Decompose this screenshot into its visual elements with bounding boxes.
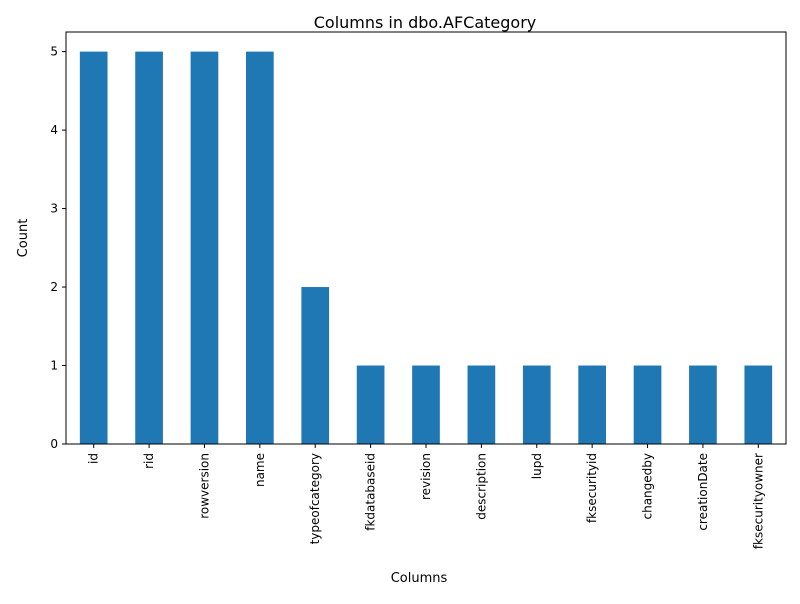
bar-changedby xyxy=(633,365,662,444)
bar-id xyxy=(79,51,108,444)
y-tick-label: 3 xyxy=(50,202,58,216)
y-tick-label: 4 xyxy=(50,123,58,137)
plot-frame xyxy=(65,31,787,445)
x-tick-label: rid xyxy=(142,453,156,469)
y-axis: 0 1 2 3 4 5 xyxy=(50,45,66,451)
x-tick-label: rowversion xyxy=(197,453,211,519)
x-tick-label: id xyxy=(87,453,101,464)
bar-fksecurityowner xyxy=(744,365,773,444)
bar-revision xyxy=(412,365,440,444)
x-tick-label: revision xyxy=(419,453,433,500)
x-tick-label: lupd xyxy=(530,453,544,479)
bar-lupd xyxy=(522,365,551,444)
bar-fkdatabaseid xyxy=(356,365,385,444)
bar-rowversion xyxy=(190,51,219,444)
x-tick-label: typeofcategory xyxy=(308,453,322,544)
x-tick-label: creationDate xyxy=(696,453,710,531)
bar-rid xyxy=(135,51,163,444)
bar-fksecurityid xyxy=(578,365,606,444)
x-tick-label: description xyxy=(474,453,488,520)
x-axis-label: Columns xyxy=(391,571,448,586)
x-tick-label: fksecurityowner xyxy=(751,453,765,549)
y-axis-label: Count xyxy=(16,219,31,258)
bars-group xyxy=(79,51,773,444)
x-axis: id rid rowversion name typeofcategory fkdatab… xyxy=(87,444,765,549)
bar-description xyxy=(467,365,496,444)
x-tick-label: fkdatabaseid xyxy=(364,453,378,531)
y-tick-label: 5 xyxy=(50,45,58,59)
y-tick-label: 2 xyxy=(50,280,58,294)
x-tick-label: name xyxy=(253,453,267,487)
x-tick-label: changedby xyxy=(641,453,655,520)
y-tick-label: 0 xyxy=(50,437,58,451)
bar-name xyxy=(246,51,274,444)
y-tick-label: 1 xyxy=(50,359,58,373)
chart-title: Columns in dbo.AFCategory xyxy=(314,13,537,32)
x-tick-label: fksecurityid xyxy=(585,453,599,523)
bar-typeofcategory xyxy=(301,287,330,444)
bar-creationDate xyxy=(689,365,717,444)
